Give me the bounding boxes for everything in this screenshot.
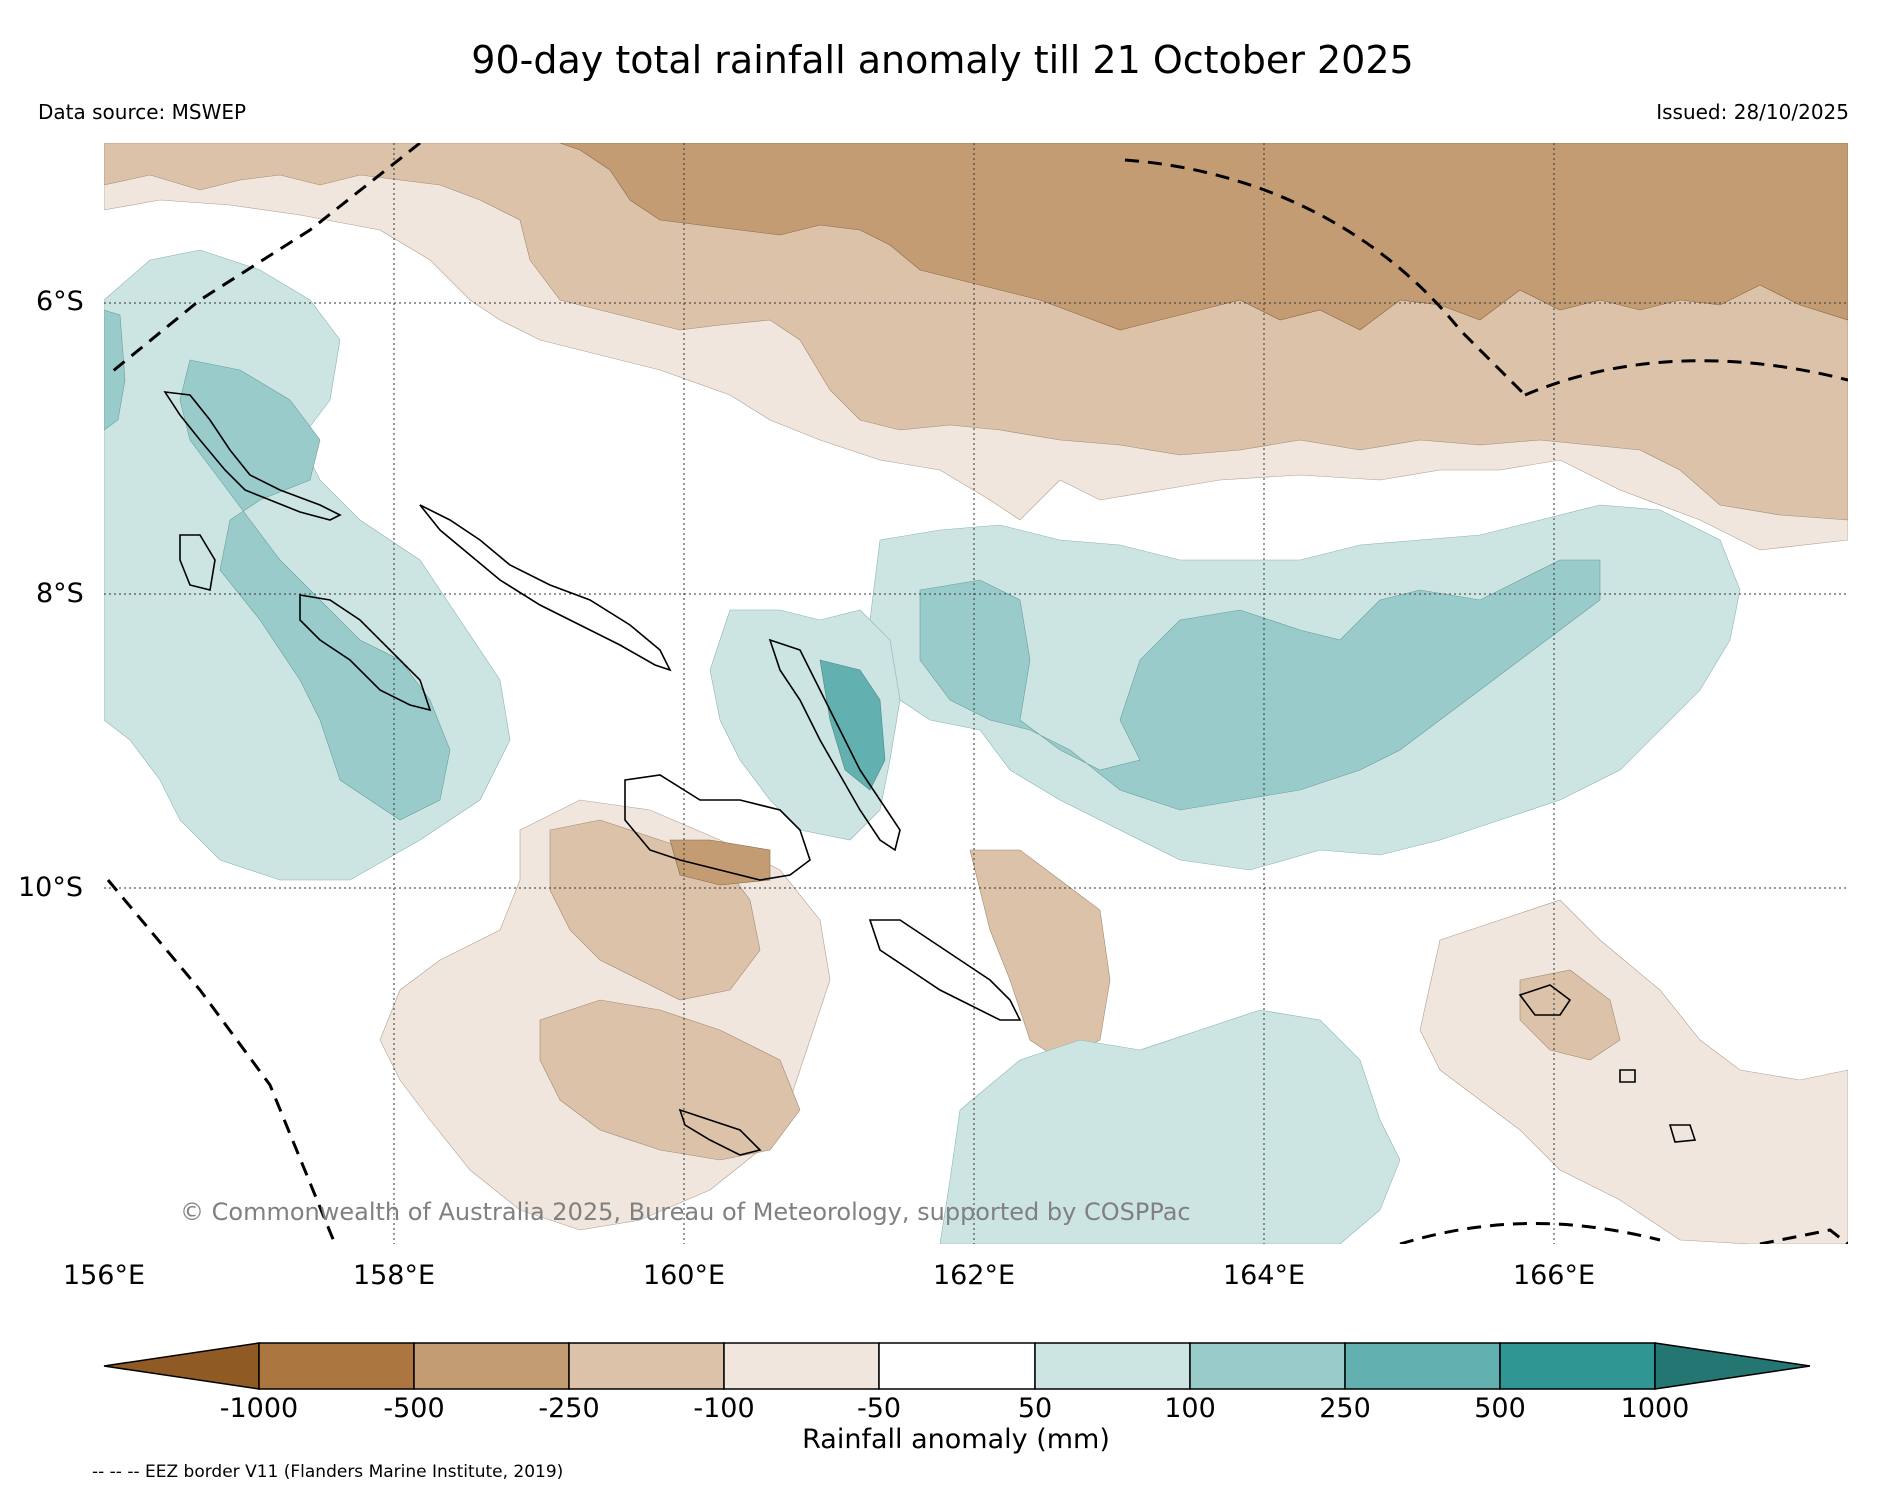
new-georgia-coast xyxy=(299,594,432,712)
colorbar-extend-low xyxy=(103,1342,260,1390)
rainfall-anomaly-map[interactable] xyxy=(0,0,1885,1260)
eez-north-east xyxy=(1124,158,1527,397)
dry-south-dark xyxy=(669,839,771,886)
colorbar-seg-neg250-neg100 xyxy=(568,1342,725,1390)
coastlines xyxy=(163,391,1697,1156)
dry-band-dark xyxy=(559,143,1848,331)
wet-center-dark xyxy=(819,659,886,791)
rennell-coast xyxy=(678,1108,762,1156)
small-island-a xyxy=(1619,1069,1636,1083)
vella-lavella-coast xyxy=(179,534,216,591)
wet-west-mid xyxy=(179,359,451,821)
dry-south-mid-b xyxy=(539,999,801,1161)
lat-label-8s: 8°S xyxy=(36,578,84,609)
colorbar-seg-50-100 xyxy=(1034,1342,1191,1390)
lon-label-164e: 164°E xyxy=(1222,1260,1306,1291)
wet-center-light xyxy=(709,609,901,841)
santa-cruz-coast xyxy=(1518,984,1572,1016)
colorbar-tick: -250 xyxy=(538,1393,600,1424)
colorbar-label: Rainfall anomaly (mm) xyxy=(802,1424,1110,1455)
choiseul-coast xyxy=(419,504,672,672)
lon-label-158e: 158°E xyxy=(352,1260,436,1291)
colorbar-seg-250-500 xyxy=(1344,1342,1501,1390)
colorbar-tick: -50 xyxy=(856,1393,902,1424)
lat-label-6s: 6°S xyxy=(36,286,84,317)
wet-south-light xyxy=(939,1009,1401,1244)
colorbar-tick: 100 xyxy=(1164,1393,1216,1424)
colorbar-tick: -500 xyxy=(383,1393,445,1424)
colorbar-seg-neg50-50 xyxy=(878,1342,1036,1390)
copyright-credit: © Commonwealth of Australia 2025, Bureau… xyxy=(180,1198,1191,1226)
colorbar-tick: 250 xyxy=(1319,1393,1371,1424)
colorbar-seg-neg100-neg50 xyxy=(723,1342,880,1390)
dry-southeast-mid xyxy=(1519,969,1621,1061)
dry-makira xyxy=(969,849,1111,1061)
bougainville-coast xyxy=(163,391,342,521)
makira-coast xyxy=(868,919,1022,1021)
colorbar-seg-500-1000 xyxy=(1499,1342,1656,1390)
lon-label-156e: 156°E xyxy=(62,1260,146,1291)
lon-label-162e: 162°E xyxy=(932,1260,1016,1291)
lon-label-166e: 166°E xyxy=(1512,1260,1596,1291)
eez-southeast xyxy=(1759,1228,1848,1244)
colorbar-tick: 50 xyxy=(1017,1393,1053,1424)
data-source: Data source: MSWEP xyxy=(38,100,247,124)
lat-label-10s: 10°S xyxy=(18,872,83,903)
guadalcanal-coast xyxy=(624,774,811,881)
santa-isabel-coast xyxy=(768,638,901,852)
eez-legend-note: -- -- -- EEZ border V11 (Flanders Marine… xyxy=(92,1462,564,1482)
colorbar-extend-high xyxy=(1654,1342,1811,1390)
colorbar-tick: 1000 xyxy=(1620,1393,1690,1424)
issued-date: Issued: 28/10/2025 xyxy=(1656,100,1849,124)
map-title: 90-day total rainfall anomaly till 21 Oc… xyxy=(471,38,1414,82)
wet-band-mid xyxy=(919,559,1601,811)
colorbar-tick: -1000 xyxy=(219,1393,299,1424)
small-island-b xyxy=(1668,1124,1697,1143)
colorbar-seg-neg500-neg250 xyxy=(413,1342,570,1390)
graticule xyxy=(104,143,1848,1244)
colorbar-tick: -100 xyxy=(693,1393,755,1424)
lon-label-160e: 160°E xyxy=(642,1260,726,1291)
eez-nauru-tuvalu xyxy=(1524,359,1848,397)
eez-borders xyxy=(106,143,1848,1244)
colorbar-tick: 500 xyxy=(1474,1393,1526,1424)
eez-png-solomons xyxy=(107,143,421,377)
eez-southwest xyxy=(106,879,337,1244)
eez-south xyxy=(1399,1221,1661,1244)
colorbar-seg-100-250 xyxy=(1189,1342,1346,1390)
colorbar-seg-neg1000-neg500 xyxy=(258,1342,415,1390)
